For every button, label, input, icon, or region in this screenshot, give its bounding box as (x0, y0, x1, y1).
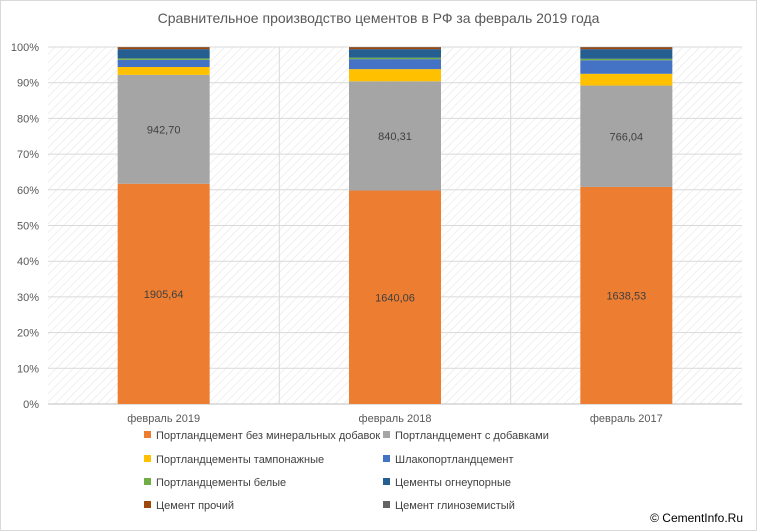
legend-item: Портландцементы тампонажные (144, 454, 324, 466)
y-tick-label: 40% (17, 256, 39, 268)
legend-swatch (144, 501, 151, 508)
data-label: 942,70 (147, 124, 181, 136)
y-tick-label: 60% (17, 185, 39, 197)
legend-label: Портландцементы тампонажные (156, 454, 325, 466)
bar-segment (117, 183, 210, 404)
x-axis: февраль 2019 февраль 2018 февраль 2017 (127, 413, 663, 425)
bars: 1905,64 942,70 1640,06 840,31 1638,53 766,04 (117, 47, 673, 404)
y-tick-label: 20% (17, 328, 39, 340)
legend-swatch (383, 455, 390, 462)
bar-segment (580, 47, 673, 50)
data-label: 1638,53 (606, 290, 646, 302)
chart-title: Сравнительное производство цементов в РФ… (157, 10, 600, 26)
bar-segment (580, 60, 673, 74)
legend-item: Портландцемент без минеральных добавок (144, 430, 380, 442)
copyright: © CementInfo.Ru (650, 511, 743, 525)
legend-label: Цемент прочий (156, 500, 235, 512)
y-tick-label: 90% (17, 78, 39, 90)
data-label: 1905,64 (144, 289, 184, 301)
bar-segment (117, 66, 210, 75)
legend-item: Портландцементы белые (144, 477, 286, 489)
bar-segment (117, 49, 210, 59)
legend-swatch (144, 478, 151, 485)
legend-label: Портландцемент без минеральных добавок (156, 430, 381, 442)
legend-item: Цемент глиноземистый (383, 500, 515, 512)
legend-label: Цемент глиноземистый (395, 500, 515, 512)
bar-segment (349, 47, 441, 50)
bar-segment (580, 49, 673, 59)
data-label: 840,31 (378, 131, 412, 143)
x-tick-label: февраль 2018 (359, 413, 432, 425)
bar-segment (349, 49, 441, 58)
bar-segment (117, 74, 210, 184)
bar-segment (349, 59, 441, 70)
x-tick-label: февраль 2019 (127, 413, 200, 425)
legend-swatch (144, 431, 151, 438)
legend-item: Шлакопортландцемент (383, 454, 514, 466)
legend-label: Цементы огнеупорные (395, 477, 511, 489)
bar-segment (117, 47, 210, 50)
y-tick-label: 10% (17, 363, 39, 375)
legend-swatch (383, 431, 390, 438)
y-axis: 0% 10% 20% 30% 40% 50% 60% 70% 80% 90% 100% (11, 42, 39, 411)
legend-label: Портландцементы белые (156, 477, 287, 489)
data-label: 1640,06 (375, 292, 415, 304)
bar-segment (117, 59, 210, 67)
y-tick-label: 30% (17, 292, 39, 304)
bar-segment (349, 69, 441, 82)
x-tick-label: февраль 2017 (590, 413, 663, 425)
bar-segment (580, 73, 673, 86)
data-label: 766,04 (610, 131, 644, 143)
legend-item: Портландцемент с добавками (383, 430, 549, 442)
y-tick-label: 50% (17, 221, 39, 233)
legend-item: Цемент прочий (144, 500, 234, 512)
y-tick-label: 70% (17, 149, 39, 161)
y-tick-label: 100% (11, 42, 39, 54)
legend-item: Цементы огнеупорные (383, 477, 511, 489)
legend-label: Портландцемент с добавками (395, 430, 549, 442)
bar-segment (349, 190, 441, 404)
bar-segment (117, 58, 210, 60)
legend-swatch (383, 478, 390, 485)
legend-swatch (383, 501, 390, 508)
bar-segment (349, 57, 441, 60)
y-tick-label: 80% (17, 113, 39, 125)
legend-label: Шлакопортландцемент (395, 454, 514, 466)
bar-segment (349, 81, 441, 191)
bar-segment (580, 58, 673, 61)
legend-swatch (144, 455, 151, 462)
y-tick-label: 0% (23, 399, 39, 411)
bar-segment (580, 85, 673, 187)
bar-segment (580, 186, 673, 404)
